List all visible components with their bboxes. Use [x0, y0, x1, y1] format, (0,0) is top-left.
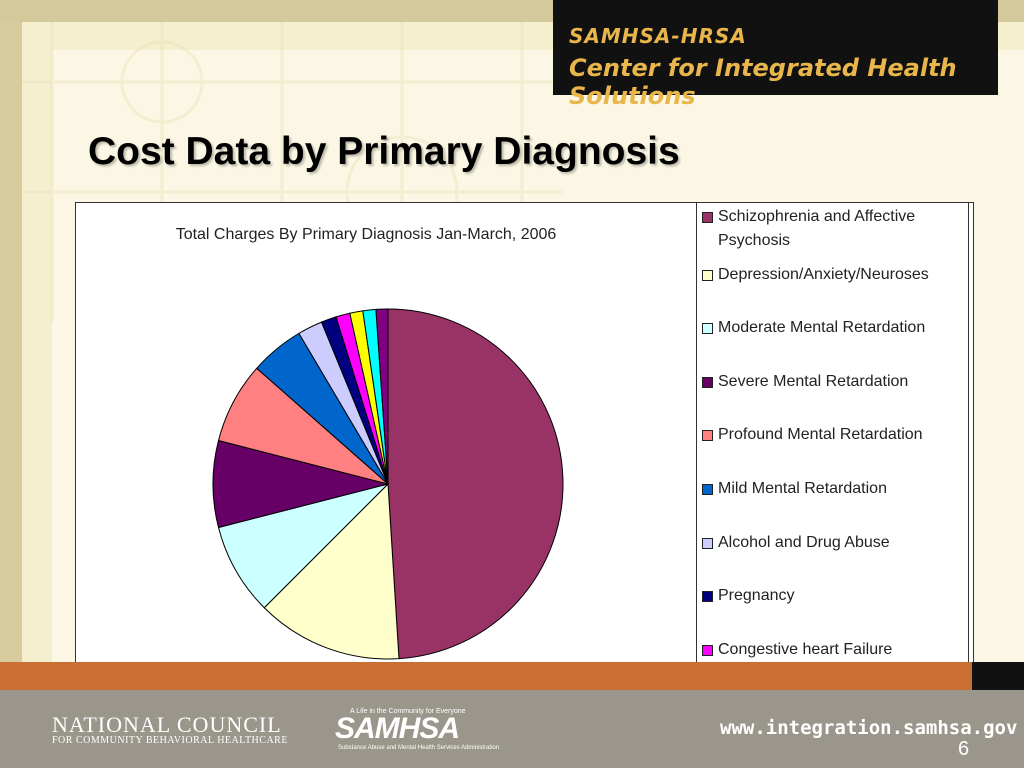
slide-title: Cost Data by Primary Diagnosis	[88, 130, 680, 173]
legend-divider	[696, 203, 697, 709]
website-url: www.integration.samhsa.gov	[720, 717, 1018, 739]
legend-border	[968, 203, 969, 709]
samhsa-tagline: A Life in the Community for Everyone	[350, 708, 466, 715]
header-badge: SAMHSA-HRSA Center for Integrated Health…	[553, 0, 998, 110]
samhsa-subtitle: Substance Abuse and Mental Health Servic…	[338, 745, 500, 751]
legend-label: Schizophrenia and Affective Psychosis	[718, 208, 916, 249]
legend-label: Pregnancy	[718, 587, 795, 604]
legend-swatch	[702, 645, 713, 656]
frame-left	[0, 22, 22, 662]
legend-swatch	[702, 377, 713, 388]
legend-label: Depression/Anxiety/Neuroses	[718, 266, 929, 283]
chart-container: Total Charges By Primary Diagnosis Jan-M…	[75, 202, 974, 710]
samhsa-logo: SAMHSA	[335, 712, 460, 745]
legend-label: Alcohol and Drug Abuse	[718, 534, 890, 551]
pie-slice-2	[217, 483, 390, 609]
legend-swatch	[702, 538, 713, 549]
pie-chart: Total Charges By Primary Diagnosis Jan-M…	[176, 226, 564, 660]
chart-legend: Schizophrenia and Affective Psychosis Dep…	[700, 203, 966, 709]
bottom-accent-dark	[972, 662, 1024, 690]
legend-swatch	[702, 323, 713, 334]
header-org: SAMHSA-HRSA	[569, 24, 747, 48]
footer	[0, 690, 1024, 768]
legend-label: Congestive heart Failure	[718, 641, 893, 658]
legend-label: Moderate Mental Retardation	[718, 319, 926, 336]
legend-swatch	[702, 430, 713, 441]
legend-swatch	[702, 212, 713, 223]
bottom-accent-strip	[0, 662, 1024, 690]
pie-slice-11	[375, 308, 389, 485]
pie-slice-0	[387, 308, 564, 660]
national-council-subtitle: FOR COMMUNITY BEHAVIORAL HEALTHCARE	[52, 735, 288, 746]
legend-swatch	[702, 484, 713, 495]
legend-label: Severe Mental Retardation	[718, 373, 909, 390]
legend-label: Mild Mental Retardation	[718, 480, 887, 497]
national-council-logo: NATIONAL COUNCIL	[52, 712, 282, 737]
header-center-name: Center for Integrated Health Solutions	[569, 54, 957, 110]
page-number: 6	[958, 738, 970, 760]
chart-title: Total Charges By Primary Diagnosis Jan-M…	[176, 226, 557, 243]
legend-swatch	[702, 591, 713, 602]
legend-swatch	[702, 270, 713, 281]
legend-label: Profound Mental Retardation	[718, 426, 923, 443]
pie-slice-1	[263, 482, 400, 660]
